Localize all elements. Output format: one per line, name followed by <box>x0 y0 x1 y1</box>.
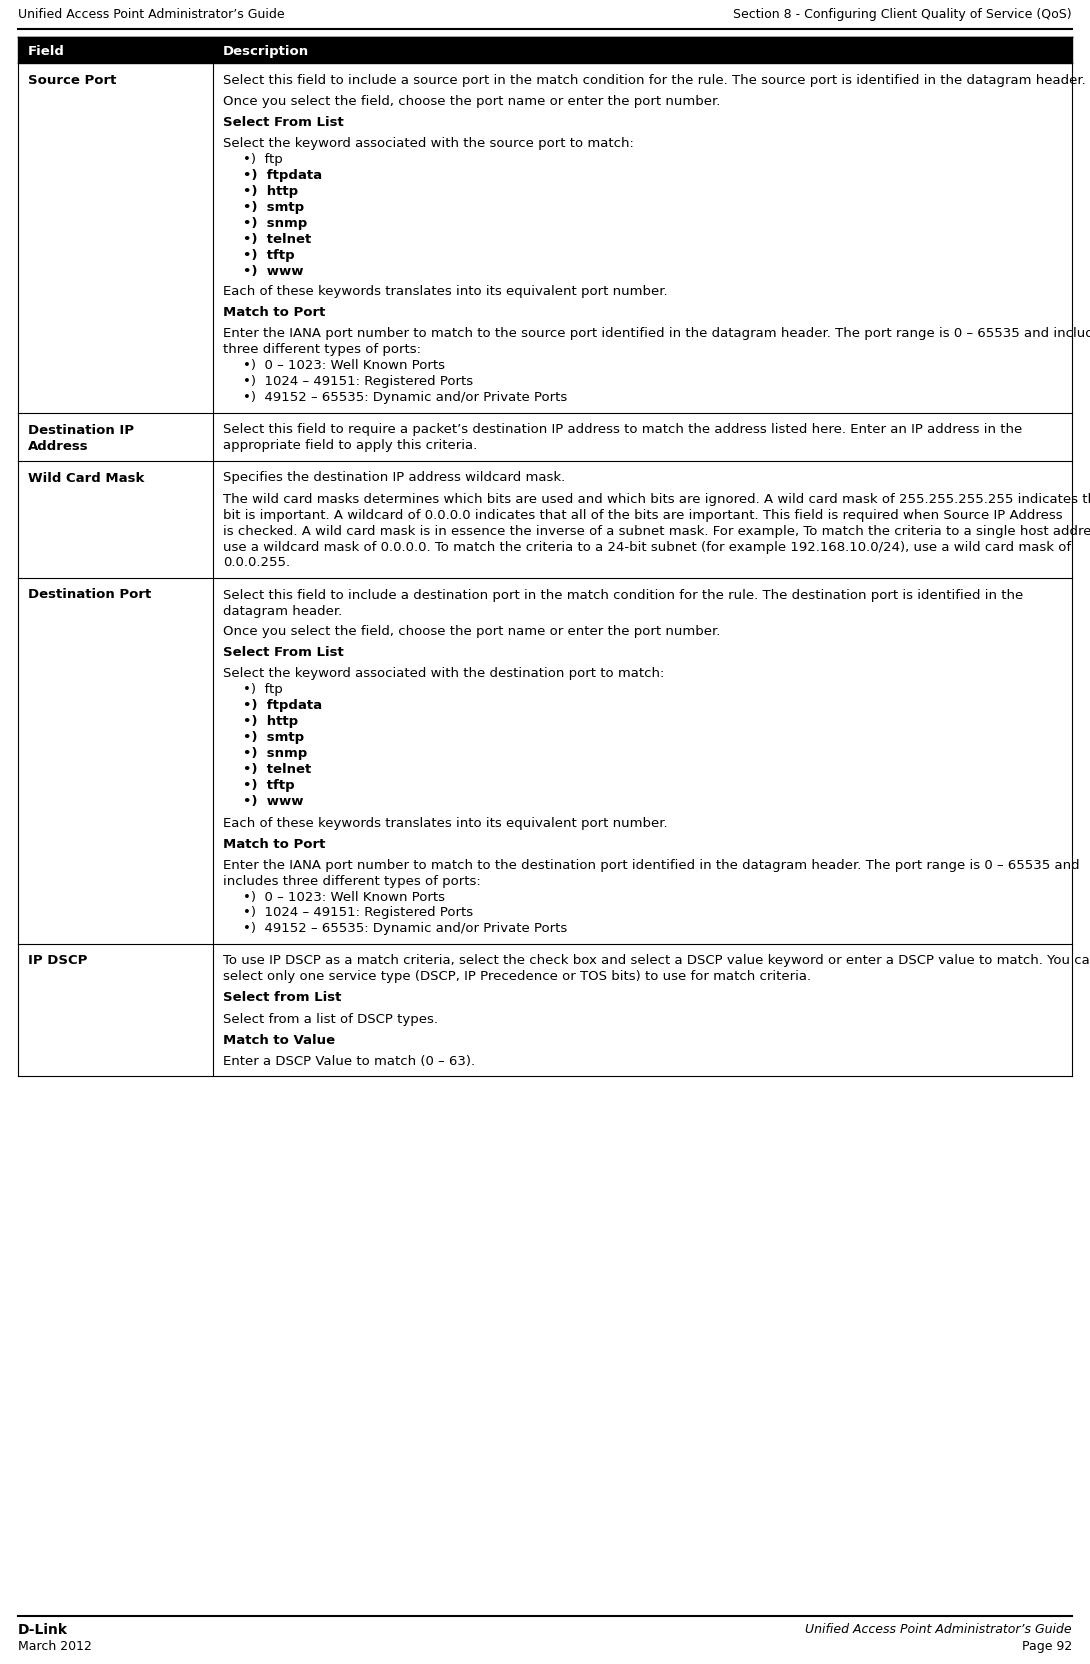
Text: Select From List: Select From List <box>223 115 343 128</box>
Text: Select this field to require a packet’s destination IP address to match the addr: Select this field to require a packet’s … <box>223 423 1022 436</box>
Text: datagram header.: datagram header. <box>223 604 342 617</box>
Text: Enter the IANA port number to match to the destination port identified in the da: Enter the IANA port number to match to t… <box>223 859 1079 870</box>
Text: •)  snmp: •) snmp <box>243 747 307 760</box>
Bar <box>19 945 1071 1077</box>
Text: includes three different types of ports:: includes three different types of ports: <box>223 874 481 887</box>
Text: •)  1024 – 49151: Registered Ports: •) 1024 – 49151: Registered Ports <box>243 376 473 388</box>
Text: •)  0 – 1023: Well Known Ports: •) 0 – 1023: Well Known Ports <box>243 359 445 373</box>
Text: Select the keyword associated with the destination port to match:: Select the keyword associated with the d… <box>223 667 665 681</box>
Text: Select from a list of DSCP types.: Select from a list of DSCP types. <box>223 1012 438 1025</box>
Text: The wild card masks determines which bits are used and which bits are ignored. A: The wild card masks determines which bit… <box>223 493 1090 506</box>
Text: Field: Field <box>28 45 65 58</box>
Text: Select From List: Select From List <box>223 646 343 659</box>
Text: •)  49152 – 65535: Dynamic and/or Private Ports: •) 49152 – 65535: Dynamic and/or Private… <box>243 922 567 935</box>
Text: •)  www: •) www <box>243 265 303 278</box>
Text: Destination Port: Destination Port <box>28 587 152 601</box>
Text: Description: Description <box>223 45 310 58</box>
Text: •)  0 – 1023: Well Known Ports: •) 0 – 1023: Well Known Ports <box>243 890 445 904</box>
Text: Unified Access Point Administrator’s Guide: Unified Access Point Administrator’s Gui… <box>806 1622 1071 1636</box>
Text: Match to Port: Match to Port <box>223 837 326 850</box>
Text: Select this field to include a destination port in the match condition for the r: Select this field to include a destinati… <box>223 587 1024 601</box>
Text: Each of these keywords translates into its equivalent port number.: Each of these keywords translates into i… <box>223 815 667 829</box>
Text: •)  telnet: •) telnet <box>243 233 312 245</box>
Text: Destination IP: Destination IP <box>28 423 134 436</box>
Bar <box>19 414 1071 461</box>
Text: Select from List: Select from List <box>223 990 341 1003</box>
Text: 0.0.0.255.: 0.0.0.255. <box>223 556 290 569</box>
Text: Once you select the field, choose the port name or enter the port number.: Once you select the field, choose the po… <box>223 95 720 108</box>
Text: Section 8 - Configuring Client Quality of Service (QoS): Section 8 - Configuring Client Quality o… <box>734 8 1071 20</box>
Text: Select this field to include a source port in the match condition for the rule. : Select this field to include a source po… <box>223 73 1086 87</box>
Bar <box>19 63 1071 414</box>
Text: Enter the IANA port number to match to the source port identified in the datagra: Enter the IANA port number to match to t… <box>223 328 1090 341</box>
Text: •)  telnet: •) telnet <box>243 764 312 775</box>
Text: bit is important. A wildcard of 0.0.0.0 indicates that all of the bits are impor: bit is important. A wildcard of 0.0.0.0 … <box>223 508 1063 521</box>
Text: IP DSCP: IP DSCP <box>28 953 87 967</box>
Text: Page 92: Page 92 <box>1021 1639 1071 1652</box>
Text: three different types of ports:: three different types of ports: <box>223 343 421 356</box>
Text: Specifies the destination IP address wildcard mask.: Specifies the destination IP address wil… <box>223 471 566 484</box>
Text: Source Port: Source Port <box>28 73 117 87</box>
Text: •)  49152 – 65535: Dynamic and/or Private Ports: •) 49152 – 65535: Dynamic and/or Private… <box>243 391 567 404</box>
Text: use a wildcard mask of 0.0.0.0. To match the criteria to a 24-bit subnet (for ex: use a wildcard mask of 0.0.0.0. To match… <box>223 541 1071 552</box>
Text: •)  smtp: •) smtp <box>243 730 304 744</box>
Text: D-Link: D-Link <box>19 1622 68 1636</box>
Text: •)  1024 – 49151: Registered Ports: •) 1024 – 49151: Registered Ports <box>243 905 473 919</box>
Bar <box>19 579 1071 945</box>
Text: Match to Port: Match to Port <box>223 306 326 319</box>
Text: •)  http: •) http <box>243 716 299 729</box>
Text: To use IP DSCP as a match criteria, select the check box and select a DSCP value: To use IP DSCP as a match criteria, sele… <box>223 953 1090 967</box>
Text: appropriate field to apply this criteria.: appropriate field to apply this criteria… <box>223 439 477 453</box>
Bar <box>19 461 1071 579</box>
Text: Select the keyword associated with the source port to match:: Select the keyword associated with the s… <box>223 136 634 150</box>
Text: •)  ftp: •) ftp <box>243 153 282 165</box>
Text: •)  www: •) www <box>243 795 303 809</box>
Bar <box>19 38 1071 63</box>
Text: Unified Access Point Administrator’s Guide: Unified Access Point Administrator’s Gui… <box>19 8 284 20</box>
Text: March 2012: March 2012 <box>19 1639 92 1652</box>
Text: •)  ftpdata: •) ftpdata <box>243 699 323 712</box>
Text: •)  smtp: •) smtp <box>243 200 304 213</box>
Text: Address: Address <box>28 439 88 453</box>
Text: •)  snmp: •) snmp <box>243 216 307 230</box>
Text: •)  tftp: •) tftp <box>243 248 294 261</box>
Text: Each of these keywords translates into its equivalent port number.: Each of these keywords translates into i… <box>223 285 667 298</box>
Text: select only one service type (DSCP, IP Precedence or TOS bits) to use for match : select only one service type (DSCP, IP P… <box>223 970 811 983</box>
Text: •)  tftp: •) tftp <box>243 779 294 792</box>
Text: •)  ftp: •) ftp <box>243 684 282 696</box>
Text: is checked. A wild card mask is in essence the inverse of a subnet mask. For exa: is checked. A wild card mask is in essen… <box>223 524 1090 537</box>
Text: Match to Value: Match to Value <box>223 1033 335 1047</box>
Text: Once you select the field, choose the port name or enter the port number.: Once you select the field, choose the po… <box>223 626 720 637</box>
Text: •)  ftpdata: •) ftpdata <box>243 168 323 181</box>
Text: Wild Card Mask: Wild Card Mask <box>28 471 144 484</box>
Text: •)  http: •) http <box>243 185 299 198</box>
Text: Enter a DSCP Value to match (0 – 63).: Enter a DSCP Value to match (0 – 63). <box>223 1053 475 1067</box>
